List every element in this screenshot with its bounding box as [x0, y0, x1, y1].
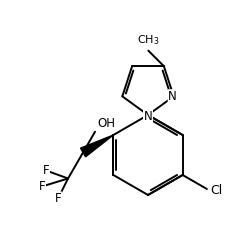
Text: F: F — [54, 192, 61, 205]
Text: OH: OH — [97, 117, 115, 130]
Text: F: F — [38, 180, 45, 193]
Text: F: F — [43, 164, 49, 177]
Polygon shape — [80, 135, 113, 157]
Text: N: N — [168, 90, 176, 103]
Text: N: N — [143, 110, 152, 122]
Text: CH$_3$: CH$_3$ — [137, 33, 159, 47]
Text: Cl: Cl — [209, 184, 221, 196]
